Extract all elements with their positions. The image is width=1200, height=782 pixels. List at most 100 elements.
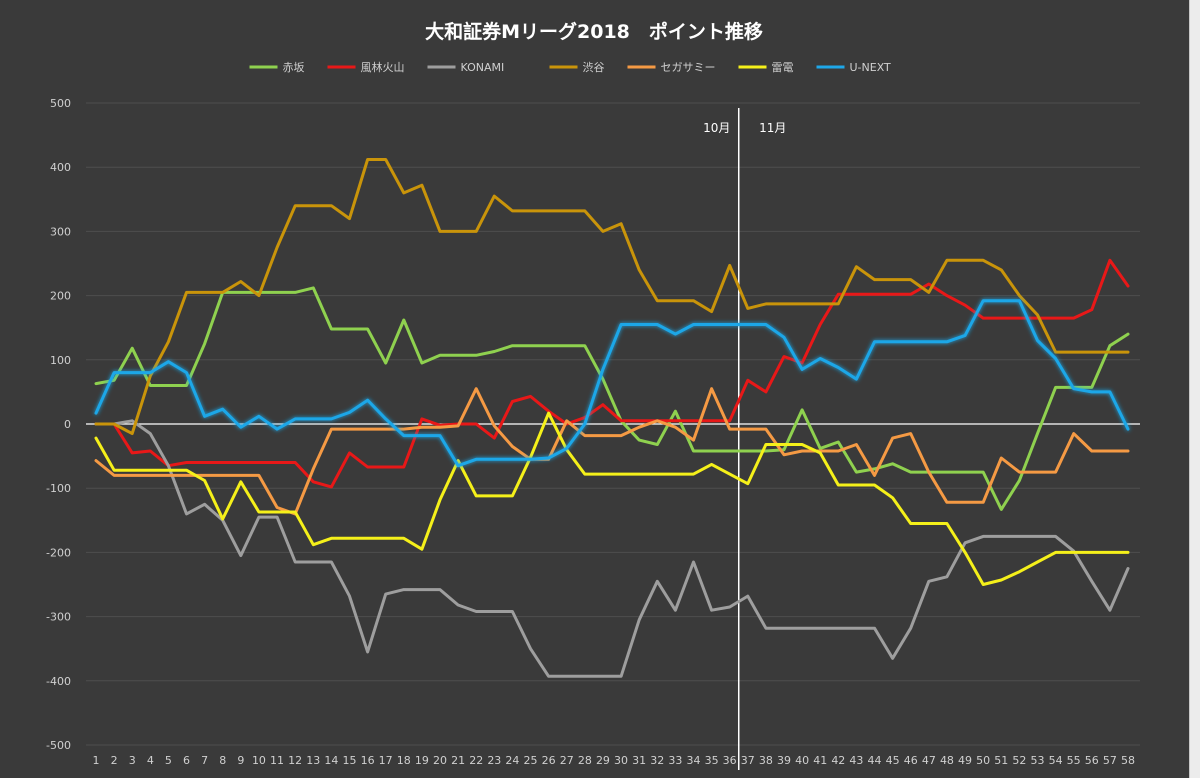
x-tick-label: 45: [886, 754, 900, 767]
x-tick-label: 24: [505, 754, 519, 767]
x-tick-label: 1: [93, 754, 100, 767]
x-tick-label: 17: [379, 754, 393, 767]
x-tick-label: 50: [976, 754, 990, 767]
legend: 赤坂 風林火山 KONAMI 渋谷 セガサミー 雷電 U-NEXT: [249, 60, 892, 74]
x-tick-label: 5: [165, 754, 172, 767]
x-tick-label: 34: [686, 754, 700, 767]
x-tick-label: 22: [469, 754, 483, 767]
x-tick-label: 12: [288, 754, 302, 767]
x-tick-label: 15: [342, 754, 356, 767]
x-tick-label: 31: [632, 754, 646, 767]
series-line: [94, 286, 1130, 511]
legend-item: 風林火山: [327, 60, 405, 74]
x-tick-label: 25: [524, 754, 538, 767]
x-tick-label: 35: [705, 754, 719, 767]
x-tick-label: 23: [487, 754, 501, 767]
x-tick-label: 19: [415, 754, 429, 767]
y-tick-label: -400: [46, 675, 71, 688]
y-tick-label: 200: [50, 290, 71, 303]
legend-item: U-NEXT: [816, 61, 892, 74]
legend-item: KONAMI: [427, 61, 505, 74]
x-tick-label: 43: [849, 754, 863, 767]
x-tick-label: 10: [252, 754, 266, 767]
month-label-october: 10月: [703, 121, 730, 135]
y-tick-label: 400: [50, 161, 71, 174]
x-tick-label: 26: [542, 754, 556, 767]
legend-label: セガサミー: [661, 61, 716, 74]
x-tick-label: 4: [147, 754, 154, 767]
legend-label: 雷電: [772, 61, 794, 74]
legend-item: 雷電: [738, 61, 794, 74]
x-tick-label: 36: [723, 754, 737, 767]
x-tick-label: 47: [922, 754, 936, 767]
x-tick-label: 33: [668, 754, 682, 767]
x-tick-label: 29: [596, 754, 610, 767]
series-line: [94, 419, 1130, 678]
y-axis: 500 400 300 200 100 0 -100 -200 -300 -400 -500: [46, 97, 71, 752]
y-tick-label: -200: [46, 546, 71, 559]
x-tick-label: 41: [813, 754, 827, 767]
x-tick-label: 9: [237, 754, 244, 767]
x-tick-label: 40: [795, 754, 809, 767]
series-lines: [94, 158, 1130, 678]
x-tick-label: 32: [650, 754, 664, 767]
y-tick-label: -300: [46, 611, 71, 624]
x-tick-label: 38: [759, 754, 773, 767]
legend-label: KONAMI: [461, 61, 505, 74]
series-line: [94, 387, 1130, 516]
x-tick-label: 49: [958, 754, 972, 767]
x-tick-label: 13: [306, 754, 320, 767]
x-tick-label: 27: [560, 754, 574, 767]
legend-label: 赤坂: [283, 61, 305, 74]
y-tick-label: 300: [50, 225, 71, 238]
legend-item: 渋谷: [549, 61, 605, 74]
gridlines: [86, 102, 1140, 746]
x-tick-label: 8: [219, 754, 226, 767]
legend-label: 風林火山: [361, 60, 405, 74]
x-tick-label: 39: [777, 754, 791, 767]
x-tick-label: 30: [614, 754, 628, 767]
legend-item: セガサミー: [627, 61, 716, 74]
x-tick-label: 52: [1012, 754, 1026, 767]
legend-item: 赤坂: [249, 61, 305, 74]
x-tick-label: 44: [868, 754, 882, 767]
x-tick-label: 46: [904, 754, 918, 767]
x-tick-label: 53: [1030, 754, 1044, 767]
x-tick-label: 48: [940, 754, 954, 767]
month-label-november: 11月: [759, 121, 786, 135]
chart-title: 大和証券Mリーグ2018 ポイント推移: [425, 20, 763, 43]
x-tick-label: 14: [324, 754, 338, 767]
sheet-edge: [1189, 0, 1200, 778]
x-axis: 1 2 3 4 5 6 7 8 9 10 11 12 13 14 15 16 17 18 19 20 21 22 23 24 2…: [93, 754, 1136, 767]
x-tick-label: 7: [201, 754, 208, 767]
x-tick-label: 51: [994, 754, 1008, 767]
legend-label: U-NEXT: [850, 61, 892, 74]
x-tick-label: 56: [1085, 754, 1099, 767]
y-tick-label: -500: [46, 739, 71, 752]
series-line: [94, 411, 1130, 586]
x-tick-label: 37: [741, 754, 755, 767]
x-tick-label: 6: [183, 754, 190, 767]
x-tick-label: 16: [361, 754, 375, 767]
x-tick-label: 57: [1103, 754, 1117, 767]
series-line: [94, 158, 1130, 436]
x-tick-label: 18: [397, 754, 411, 767]
x-tick-label: 28: [578, 754, 592, 767]
series-line: [94, 299, 1130, 468]
x-tick-label: 58: [1121, 754, 1135, 767]
y-tick-label: 0: [64, 418, 71, 431]
y-tick-label: 100: [50, 354, 71, 367]
x-tick-label: 55: [1067, 754, 1081, 767]
x-tick-label: 2: [111, 754, 118, 767]
series-line: [94, 258, 1130, 489]
x-tick-label: 42: [831, 754, 845, 767]
x-tick-label: 54: [1049, 754, 1063, 767]
legend-label: 渋谷: [583, 61, 605, 74]
x-tick-label: 20: [433, 754, 447, 767]
x-tick-label: 3: [129, 754, 136, 767]
y-tick-label: 500: [50, 97, 71, 110]
x-tick-label: 21: [451, 754, 465, 767]
y-tick-label: -100: [46, 482, 71, 495]
